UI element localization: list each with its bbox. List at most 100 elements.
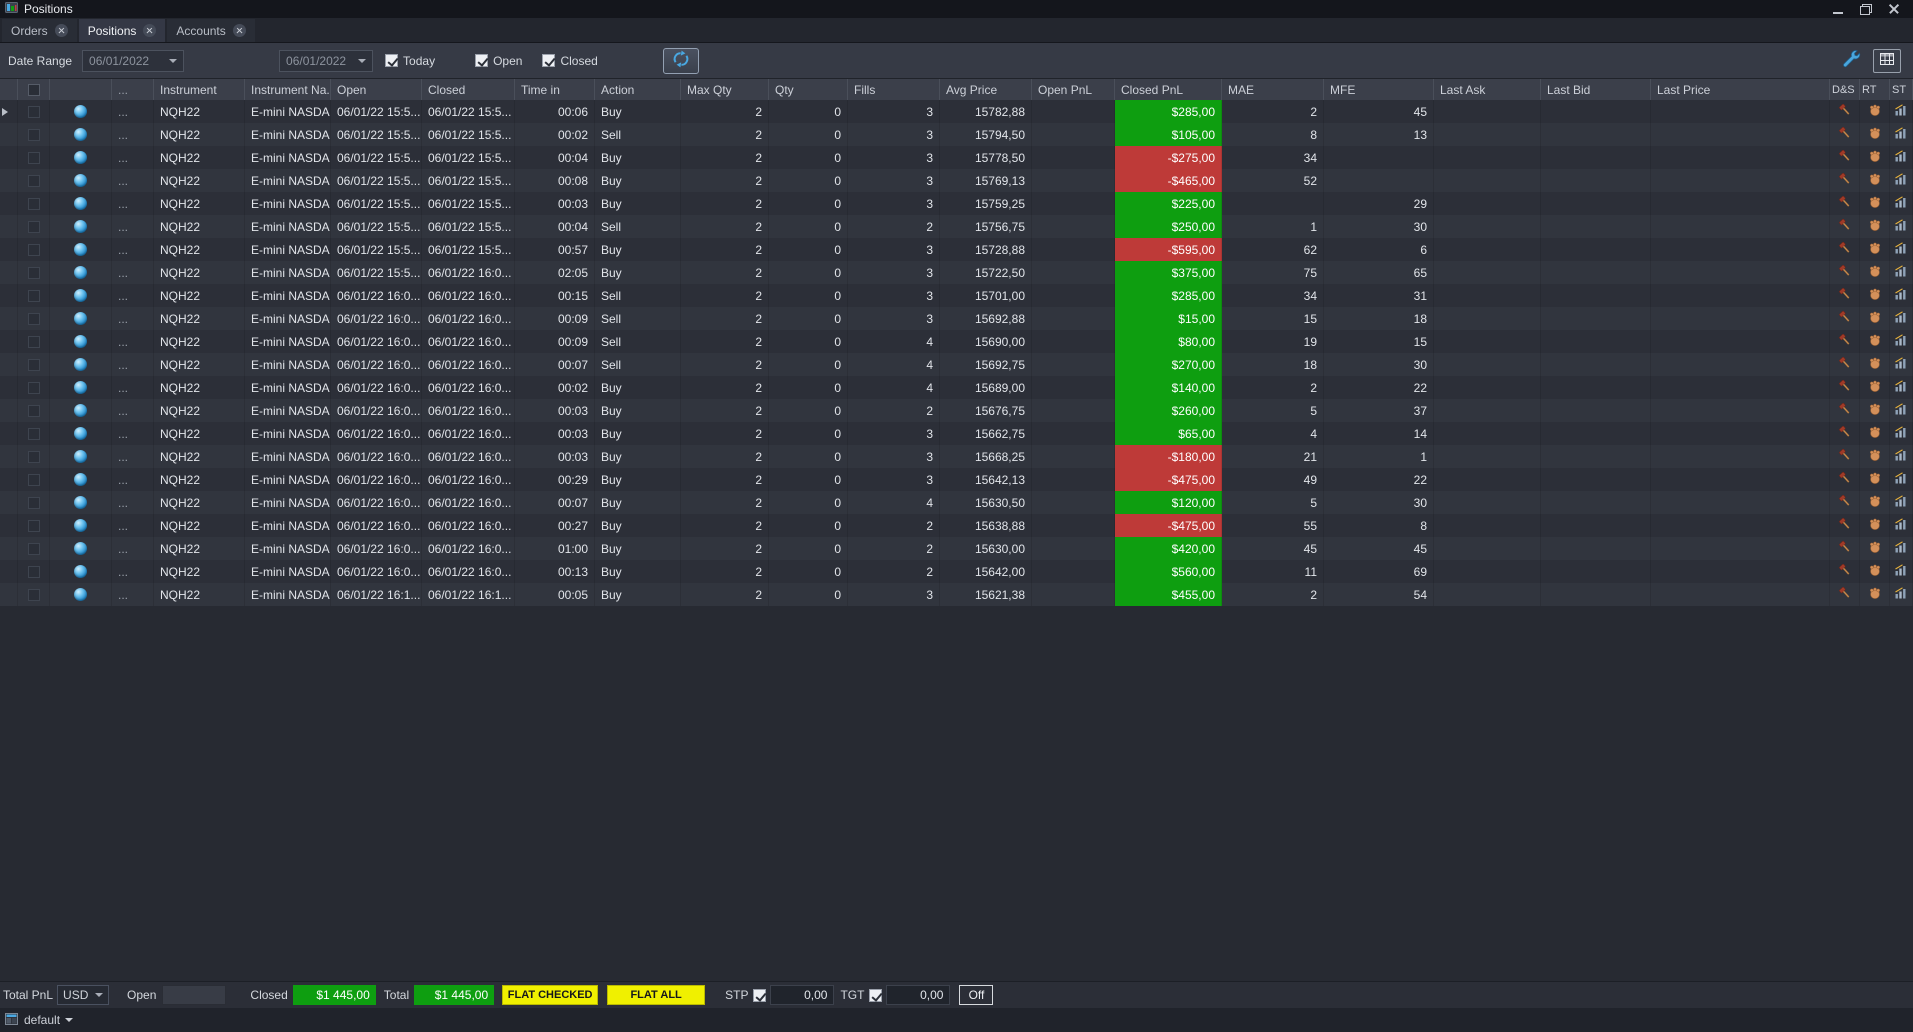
strategy-trade-button[interactable] bbox=[1890, 514, 1913, 537]
manual-trade-button[interactable] bbox=[1860, 491, 1890, 514]
row-select-checkbox[interactable] bbox=[18, 169, 50, 192]
strategy-trade-button[interactable] bbox=[1890, 100, 1913, 123]
header-time-in[interactable]: Time in bbox=[515, 79, 595, 100]
position-row[interactable]: ... NQH22 E-mini NASDA... 06/01/22 15:5.… bbox=[0, 261, 1913, 284]
dom-trader-button[interactable] bbox=[1830, 376, 1860, 399]
manual-trade-button[interactable] bbox=[1860, 330, 1890, 353]
row-select-checkbox[interactable] bbox=[18, 238, 50, 261]
manual-trade-button[interactable] bbox=[1860, 192, 1890, 215]
strategy-trade-button[interactable] bbox=[1890, 537, 1913, 560]
row-details-button[interactable]: ... bbox=[112, 123, 154, 146]
row-select-checkbox[interactable] bbox=[18, 399, 50, 422]
header-last-ask[interactable]: Last Ask bbox=[1434, 79, 1541, 100]
manual-trade-button[interactable] bbox=[1860, 238, 1890, 261]
manual-trade-button[interactable] bbox=[1860, 261, 1890, 284]
position-row[interactable]: ... NQH22 E-mini NASDA... 06/01/22 16:0.… bbox=[0, 560, 1913, 583]
stp-checkbox[interactable] bbox=[753, 988, 767, 1002]
row-select-checkbox[interactable] bbox=[18, 514, 50, 537]
strategy-trade-button[interactable] bbox=[1890, 353, 1913, 376]
dom-trader-button[interactable] bbox=[1830, 215, 1860, 238]
tab-close-icon[interactable] bbox=[54, 24, 68, 37]
row-details-button[interactable]: ... bbox=[112, 491, 154, 514]
row-details-button[interactable]: ... bbox=[112, 307, 154, 330]
position-row[interactable]: ... NQH22 E-mini NASDA... 06/01/22 16:0.… bbox=[0, 537, 1913, 560]
row-details-button[interactable]: ... bbox=[112, 537, 154, 560]
position-row[interactable]: ... NQH22 E-mini NASDA... 06/01/22 15:5.… bbox=[0, 123, 1913, 146]
row-select-checkbox[interactable] bbox=[18, 284, 50, 307]
row-select-checkbox[interactable] bbox=[18, 123, 50, 146]
position-row[interactable]: ... NQH22 E-mini NASDA... 06/01/22 16:0.… bbox=[0, 330, 1913, 353]
strategy-trade-button[interactable] bbox=[1890, 583, 1913, 606]
manual-trade-button[interactable] bbox=[1860, 399, 1890, 422]
dom-trader-button[interactable] bbox=[1830, 284, 1860, 307]
manual-trade-button[interactable] bbox=[1860, 146, 1890, 169]
open-checkbox[interactable]: Open bbox=[475, 54, 522, 68]
grid-layout-button[interactable] bbox=[1873, 48, 1901, 73]
row-details-button[interactable]: ... bbox=[112, 284, 154, 307]
dom-trader-button[interactable] bbox=[1830, 422, 1860, 445]
tab-close-icon[interactable] bbox=[143, 24, 157, 37]
manual-trade-button[interactable] bbox=[1860, 100, 1890, 123]
row-select-checkbox[interactable] bbox=[18, 445, 50, 468]
dom-trader-button[interactable] bbox=[1830, 445, 1860, 468]
currency-select[interactable]: USD bbox=[57, 985, 110, 1005]
position-row[interactable]: ... NQH22 E-mini NASDA... 06/01/22 16:0.… bbox=[0, 399, 1913, 422]
manual-trade-button[interactable] bbox=[1860, 537, 1890, 560]
row-select-checkbox[interactable] bbox=[18, 146, 50, 169]
dom-trader-button[interactable] bbox=[1830, 583, 1860, 606]
strategy-trade-button[interactable] bbox=[1890, 330, 1913, 353]
header-instrument[interactable]: Instrument bbox=[154, 79, 245, 100]
manual-trade-button[interactable] bbox=[1860, 307, 1890, 330]
strategy-trade-button[interactable] bbox=[1890, 146, 1913, 169]
position-row[interactable]: ... NQH22 E-mini NASDA... 06/01/22 16:0.… bbox=[0, 514, 1913, 537]
strategy-trade-button[interactable] bbox=[1890, 560, 1913, 583]
tgt-input[interactable]: 0,00 bbox=[886, 985, 951, 1005]
strategy-trade-button[interactable] bbox=[1890, 238, 1913, 261]
manual-trade-button[interactable] bbox=[1860, 353, 1890, 376]
row-select-checkbox[interactable] bbox=[18, 468, 50, 491]
header-closed[interactable]: Closed bbox=[422, 79, 515, 100]
off-button[interactable]: Off bbox=[959, 985, 994, 1005]
row-select-checkbox[interactable] bbox=[18, 261, 50, 284]
tab-close-icon[interactable] bbox=[232, 24, 246, 37]
strategy-trade-button[interactable] bbox=[1890, 376, 1913, 399]
strategy-trade-button[interactable] bbox=[1890, 422, 1913, 445]
row-details-button[interactable]: ... bbox=[112, 261, 154, 284]
closed-checkbox[interactable]: Closed bbox=[542, 54, 598, 68]
strategy-trade-button[interactable] bbox=[1890, 169, 1913, 192]
row-details-button[interactable]: ... bbox=[112, 100, 154, 123]
row-select-checkbox[interactable] bbox=[18, 422, 50, 445]
row-details-button[interactable]: ... bbox=[112, 514, 154, 537]
position-row[interactable]: ... NQH22 E-mini NASDA... 06/01/22 15:5.… bbox=[0, 100, 1913, 123]
strategy-trade-button[interactable] bbox=[1890, 215, 1913, 238]
header-last-bid[interactable]: Last Bid bbox=[1541, 79, 1651, 100]
row-details-button[interactable]: ... bbox=[112, 192, 154, 215]
strategy-trade-button[interactable] bbox=[1890, 399, 1913, 422]
header-mae[interactable]: MAE bbox=[1222, 79, 1324, 100]
strategy-trade-button[interactable] bbox=[1890, 307, 1913, 330]
date-from-picker[interactable]: 06/01/2022 bbox=[82, 49, 185, 72]
manual-trade-button[interactable] bbox=[1860, 560, 1890, 583]
row-select-checkbox[interactable] bbox=[18, 560, 50, 583]
today-checkbox[interactable]: Today bbox=[385, 54, 435, 68]
row-select-checkbox[interactable] bbox=[18, 192, 50, 215]
row-details-button[interactable]: ... bbox=[112, 353, 154, 376]
dom-trader-button[interactable] bbox=[1830, 261, 1860, 284]
dom-trader-button[interactable] bbox=[1830, 123, 1860, 146]
select-all-checkbox[interactable] bbox=[18, 79, 50, 100]
manual-trade-button[interactable] bbox=[1860, 422, 1890, 445]
row-select-checkbox[interactable] bbox=[18, 491, 50, 514]
flat-checked-button[interactable]: FLAT CHECKED bbox=[502, 985, 599, 1005]
tab-accounts[interactable]: Accounts bbox=[167, 19, 255, 42]
dom-trader-button[interactable] bbox=[1830, 537, 1860, 560]
row-select-checkbox[interactable] bbox=[18, 330, 50, 353]
manual-trade-button[interactable] bbox=[1860, 583, 1890, 606]
row-details-button[interactable]: ... bbox=[112, 146, 154, 169]
header-qty[interactable]: Qty bbox=[769, 79, 848, 100]
row-details-button[interactable]: ... bbox=[112, 169, 154, 192]
header-open-pnl[interactable]: Open PnL bbox=[1032, 79, 1115, 100]
row-select-checkbox[interactable] bbox=[18, 376, 50, 399]
strategy-trade-button[interactable] bbox=[1890, 491, 1913, 514]
dom-trader-button[interactable] bbox=[1830, 192, 1860, 215]
row-details-button[interactable]: ... bbox=[112, 215, 154, 238]
